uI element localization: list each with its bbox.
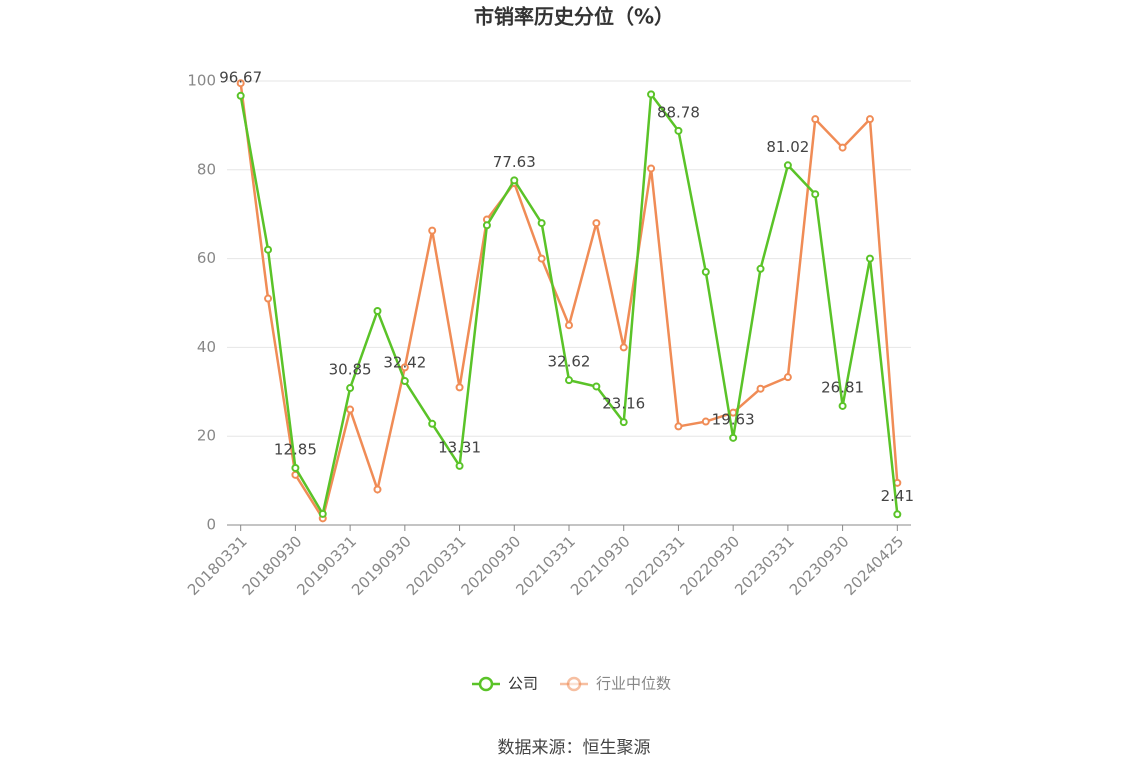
data-point	[400, 363, 409, 372]
data-point	[865, 115, 874, 124]
data-point	[565, 376, 573, 385]
data-point	[729, 433, 738, 442]
data-point	[783, 161, 792, 170]
data-point	[756, 264, 765, 273]
data-point	[264, 294, 273, 303]
data-point	[756, 384, 765, 393]
data-point	[537, 254, 546, 263]
data-point	[619, 418, 628, 427]
data-point	[373, 485, 382, 494]
y-tick-label: 20	[197, 427, 216, 445]
data-point	[811, 115, 820, 124]
data-label: 19.63	[712, 410, 755, 428]
data-point	[565, 321, 573, 330]
data-label: 23.16	[602, 395, 645, 413]
data-point	[510, 176, 519, 185]
data-label: 32.62	[548, 353, 591, 371]
y-tick-label: 60	[197, 249, 216, 267]
data-label: 32.42	[383, 354, 426, 372]
data-point	[455, 461, 464, 470]
data-label: 81.02	[766, 138, 809, 156]
data-label: 88.78	[657, 103, 700, 121]
legend-marker	[478, 676, 494, 692]
source-note: 数据来源：恒生聚源	[498, 738, 651, 758]
data-point	[811, 190, 820, 199]
x-tick-label: 20240425	[841, 532, 908, 599]
data-point	[838, 143, 847, 152]
y-tick-label: 100	[187, 72, 216, 90]
data-point	[346, 405, 355, 414]
y-tick-label: 40	[197, 338, 216, 356]
data-label: 2.41	[881, 487, 914, 505]
data-point	[647, 164, 656, 173]
data-point	[619, 343, 628, 352]
data-point	[783, 373, 792, 382]
data-point	[482, 221, 491, 230]
data-point	[537, 219, 546, 228]
data-point	[318, 509, 327, 518]
data-point	[701, 267, 710, 276]
data-point	[264, 245, 273, 254]
data-point	[674, 126, 683, 135]
data-point	[592, 382, 601, 391]
legend-marker	[566, 676, 582, 692]
data-point	[373, 306, 382, 315]
data-point	[428, 226, 437, 235]
data-label: 26.81	[821, 378, 864, 396]
legend-label: 行业中位数	[596, 675, 671, 693]
y-tick-label: 80	[197, 160, 216, 178]
data-label: 30.85	[329, 361, 372, 379]
y-tick-label: 0	[206, 516, 216, 534]
data-point	[291, 463, 300, 472]
data-point	[346, 384, 355, 393]
data-point	[236, 91, 245, 100]
data-point	[701, 417, 710, 426]
data-point	[838, 401, 847, 410]
data-point	[647, 90, 656, 99]
data-point	[893, 510, 902, 519]
data-point	[400, 377, 409, 386]
chart-title: 市销率历史分位（%）	[474, 5, 674, 29]
data-point	[674, 422, 683, 431]
data-label: 77.63	[493, 153, 536, 171]
data-label: 13.31	[438, 438, 481, 456]
data-point	[236, 79, 245, 88]
data-point	[865, 254, 874, 263]
data-point	[455, 383, 464, 392]
data-point	[592, 219, 601, 228]
legend-label: 公司	[508, 675, 538, 693]
data-point	[428, 419, 437, 428]
data-label: 12.85	[274, 440, 317, 458]
data-label: 96.67	[219, 68, 262, 86]
